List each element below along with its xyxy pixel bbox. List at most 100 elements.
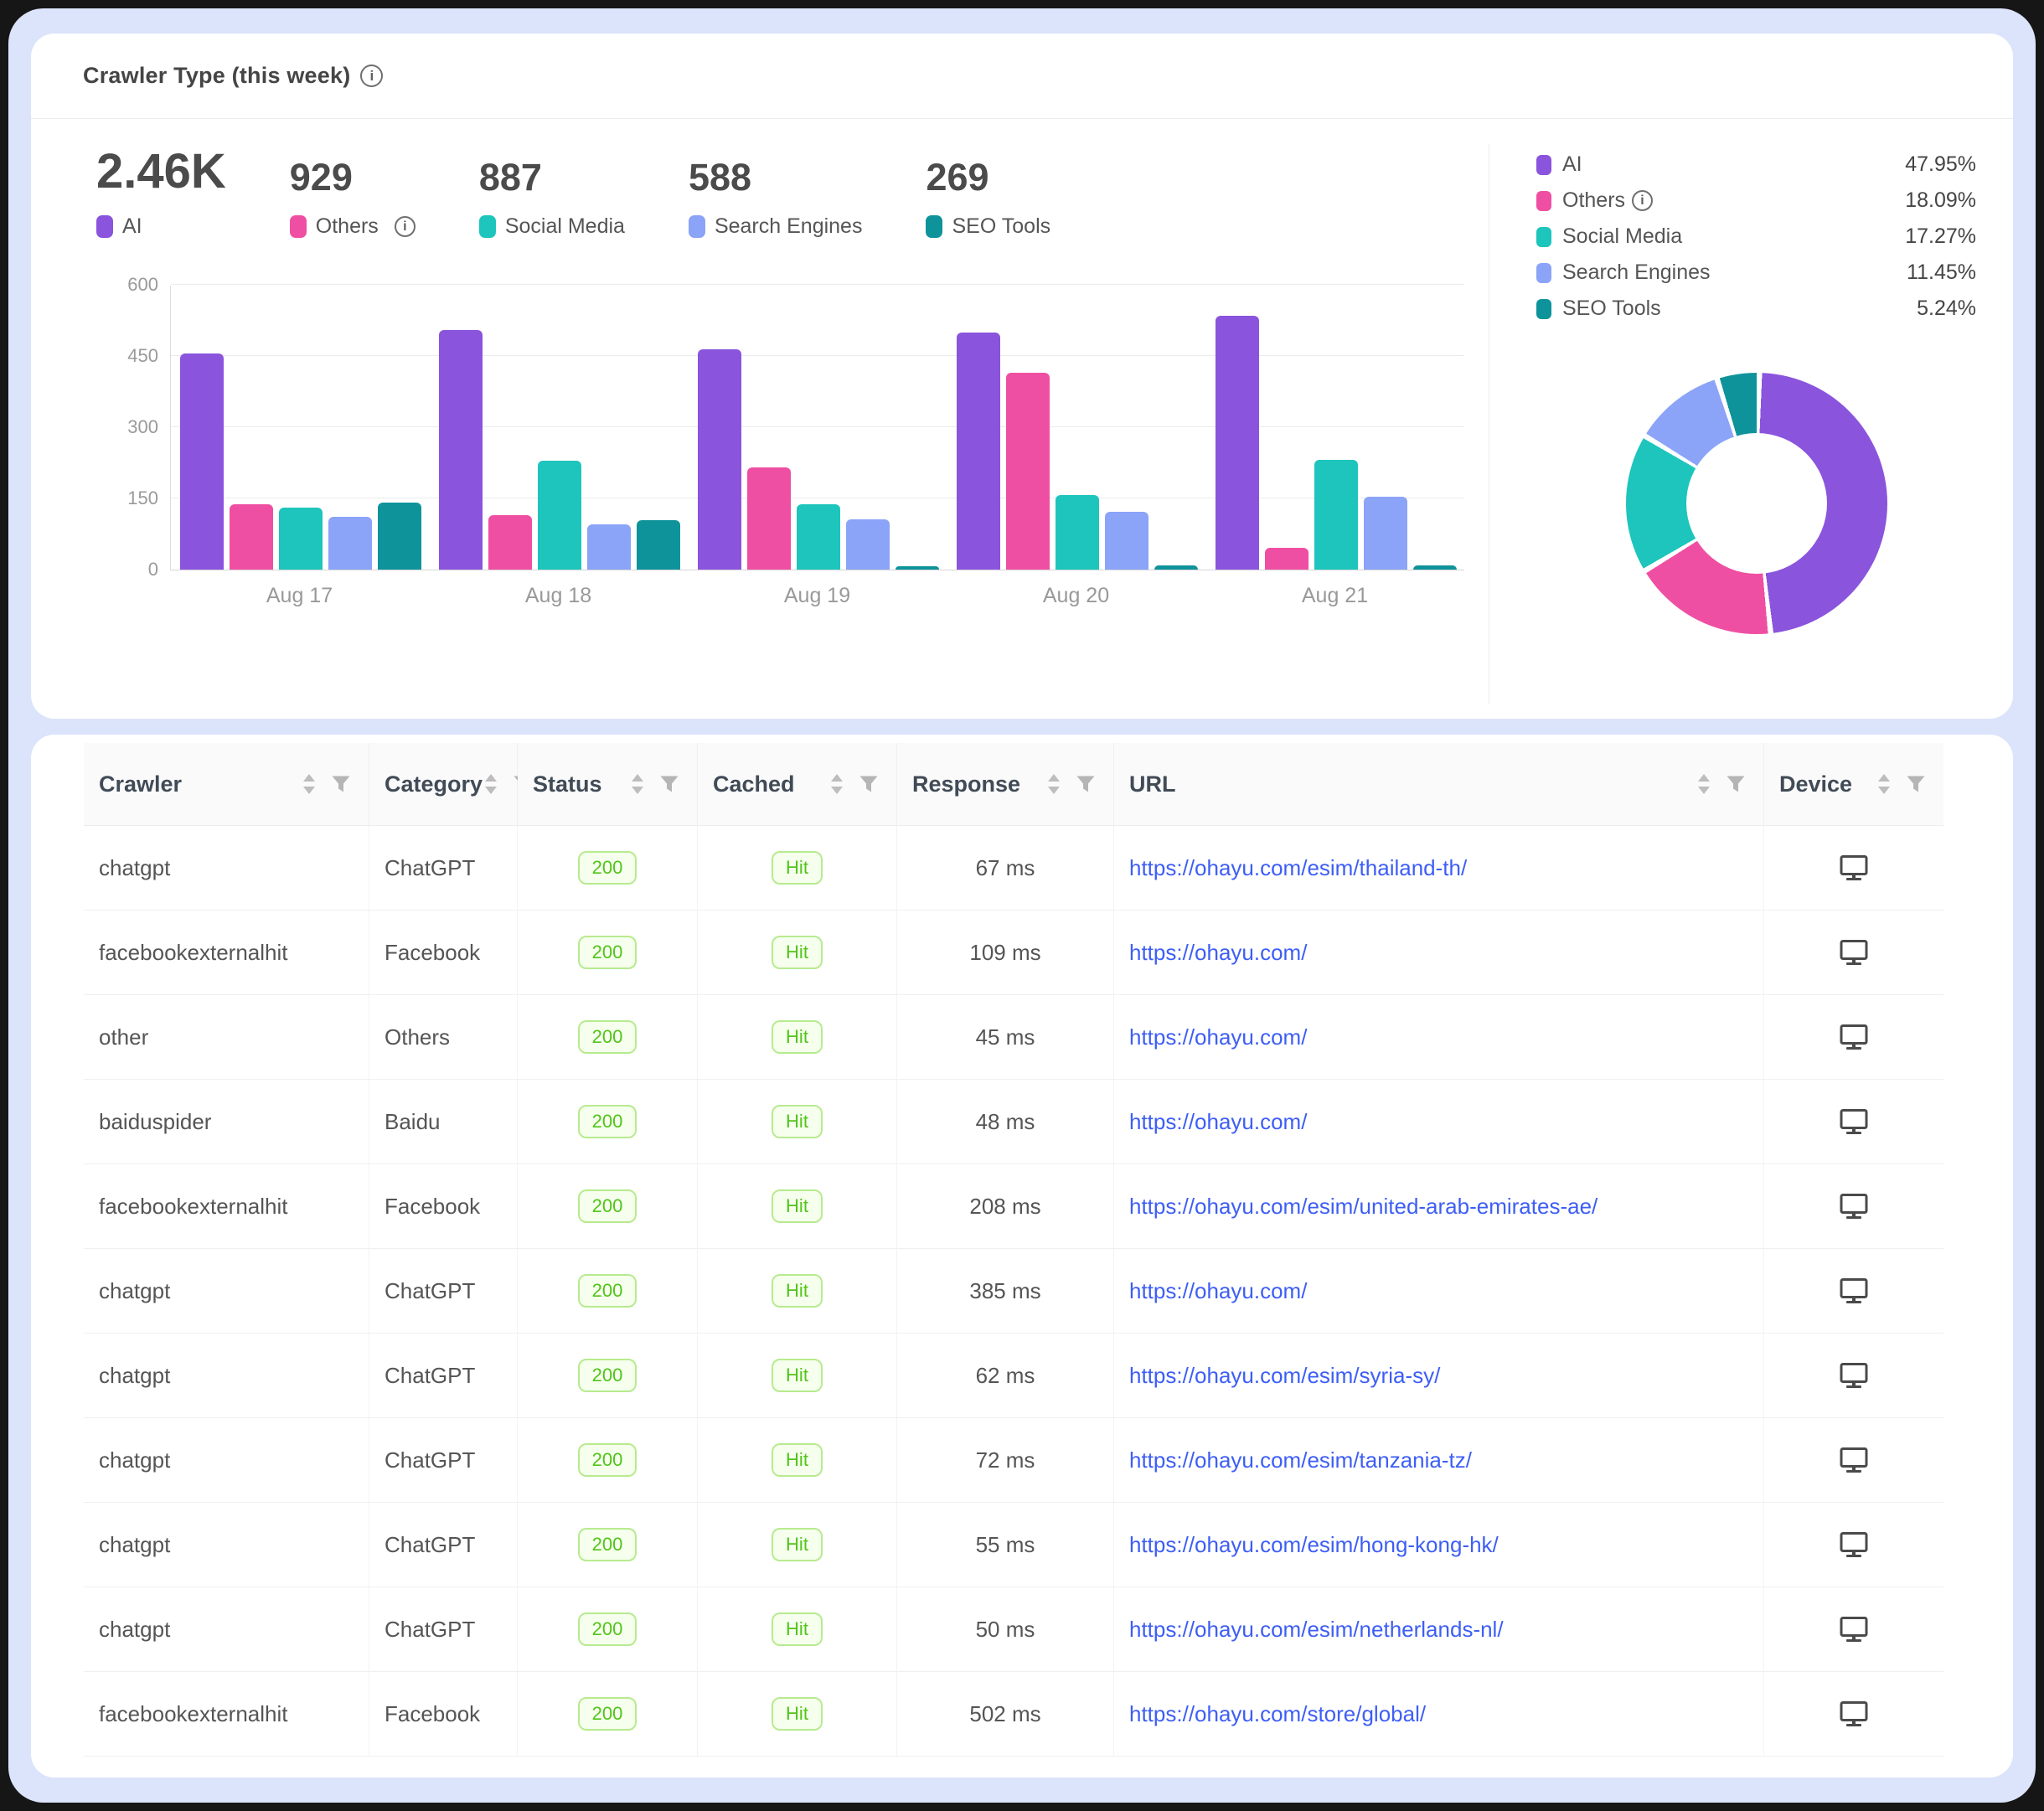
legend-row[interactable]: AI i 47.95% (1536, 152, 1976, 177)
bar-social-media (1055, 495, 1099, 570)
desktop-icon (1840, 1447, 1868, 1473)
legend-row[interactable]: Others i 18.09% (1536, 188, 1976, 213)
stat-legend[interactable]: AI i (96, 214, 226, 239)
cell-crawler: other (84, 995, 369, 1080)
legend-row[interactable]: Social Media i 17.27% (1536, 224, 1976, 249)
bar-seo-tools (1154, 565, 1198, 570)
donut-legend: AI i 47.95% Others i 18.09% Social Media… (1536, 152, 1976, 321)
url-link[interactable]: https://ohayu.com/ (1129, 1108, 1308, 1134)
legend-label: Social Media (504, 214, 625, 238)
bar-search-engines (328, 516, 372, 570)
cell-category: Facebook (369, 1164, 518, 1249)
bar-others (1005, 372, 1050, 570)
column-header-device[interactable]: Device (1764, 743, 1943, 826)
url-link[interactable]: https://ohayu.com/ (1129, 1024, 1308, 1050)
cell-category: Others (369, 995, 518, 1080)
legend-swatch (1536, 262, 1551, 283)
url-link[interactable]: https://ohayu.com/store/global/ (1129, 1700, 1427, 1726)
filter-icon[interactable] (858, 773, 880, 795)
filter-icon[interactable] (1725, 773, 1747, 795)
cell-url: https://ohayu.com/esim/tanzania-tz/ (1114, 1418, 1764, 1503)
sort-icon[interactable] (629, 771, 646, 797)
status-badge: 200 (577, 1612, 637, 1646)
status-badge: 200 (577, 1274, 637, 1308)
legend-row[interactable]: Search Engines i 11.45% (1536, 261, 1976, 285)
bar-group-aug-19 (689, 286, 947, 570)
crawler-name: facebookexternalhit (99, 1193, 288, 1219)
url-link[interactable]: https://ohayu.com/ (1129, 1277, 1308, 1303)
cached-badge: Hit (772, 1443, 823, 1477)
x-axis-label: Aug 21 (1301, 584, 1369, 607)
url-link[interactable]: https://ohayu.com/ (1129, 939, 1308, 965)
cell-status: 200 (518, 1503, 698, 1587)
url-link[interactable]: https://ohayu.com/esim/hong-kong-hk/ (1129, 1531, 1499, 1557)
cell-device (1764, 911, 1943, 995)
stat-value: 929 (289, 156, 353, 199)
bar-social-media (278, 508, 323, 570)
bar-group-aug-20 (947, 286, 1206, 570)
desktop-icon (1840, 1024, 1868, 1050)
sort-icon[interactable] (301, 771, 317, 797)
stat-legend[interactable]: SEO Tools i (926, 214, 1050, 239)
info-icon[interactable]: i (1632, 190, 1654, 211)
desktop-icon (1840, 1363, 1868, 1388)
filter-icon[interactable] (1075, 773, 1097, 795)
column-header-response[interactable]: Response (897, 743, 1114, 826)
status-badge: 200 (577, 936, 637, 969)
legend-percent: 47.95% (1905, 152, 1976, 176)
cell-status: 200 (518, 911, 698, 995)
crawler-table: Crawler Category Status (84, 743, 1943, 1757)
bar-ai (956, 332, 1000, 570)
sort-icon[interactable] (1045, 771, 1062, 797)
column-header-crawler[interactable]: Crawler (84, 743, 369, 826)
cell-device (1764, 995, 1943, 1080)
bar-search-engines (845, 519, 890, 570)
crawler-table-card: Crawler Category Status (31, 735, 2013, 1777)
filter-icon[interactable] (330, 773, 352, 795)
legend-row[interactable]: SEO Tools i 5.24% (1536, 297, 1976, 321)
legend-label: Search Engines (714, 214, 863, 238)
crawler-name: chatgpt (99, 854, 171, 880)
filter-icon[interactable] (658, 773, 680, 795)
cell-category: ChatGPT (369, 1418, 518, 1503)
crawler-name: chatgpt (99, 1362, 171, 1388)
response-time: 48 ms (975, 1108, 1035, 1134)
column-header-cached[interactable]: Cached (698, 743, 897, 826)
legend-percent: 18.09% (1905, 188, 1976, 212)
info-icon[interactable]: i (360, 64, 384, 87)
sort-icon[interactable] (1696, 771, 1712, 797)
cell-status: 200 (518, 995, 698, 1080)
url-link[interactable]: https://ohayu.com/esim/syria-sy/ (1129, 1362, 1441, 1388)
column-label: Device (1779, 771, 1853, 797)
filter-icon[interactable] (1905, 773, 1927, 795)
url-link[interactable]: https://ohayu.com/esim/tanzania-tz/ (1129, 1447, 1472, 1473)
url-link[interactable]: https://ohayu.com/esim/thailand-th/ (1129, 854, 1468, 880)
sort-icon[interactable] (483, 771, 499, 797)
column-header-status[interactable]: Status (518, 743, 698, 826)
cached-badge: Hit (772, 1189, 823, 1223)
sort-icon[interactable] (1876, 771, 1892, 797)
cell-category: Facebook (369, 1672, 518, 1757)
category-name: ChatGPT (385, 1362, 476, 1388)
status-badge: 200 (577, 1697, 637, 1731)
url-link[interactable]: https://ohayu.com/esim/netherlands-nl/ (1129, 1616, 1504, 1642)
bar-group-aug-18 (430, 286, 689, 570)
bar-others (488, 514, 532, 570)
stat-legend[interactable]: Search Engines i (688, 214, 863, 239)
column-header-url[interactable]: URL (1114, 743, 1764, 826)
status-badge: 200 (577, 1189, 637, 1223)
cell-cached: Hit (698, 1418, 897, 1503)
cell-device (1764, 1587, 1943, 1672)
legend-swatch (478, 215, 496, 238)
sort-icon[interactable] (828, 771, 845, 797)
cell-category: ChatGPT (369, 1503, 518, 1587)
stat-legend[interactable]: Social Media i (478, 214, 625, 239)
category-name: Facebook (385, 1193, 481, 1219)
bar-seo-tools (895, 566, 939, 570)
stat-legend[interactable]: Others i (289, 214, 416, 239)
url-link[interactable]: https://ohayu.com/esim/united-arab-emira… (1129, 1193, 1598, 1219)
cell-status: 200 (518, 826, 698, 911)
column-header-category[interactable]: Category (369, 743, 532, 826)
legend-swatch (926, 215, 943, 238)
info-icon[interactable]: i (394, 216, 416, 237)
